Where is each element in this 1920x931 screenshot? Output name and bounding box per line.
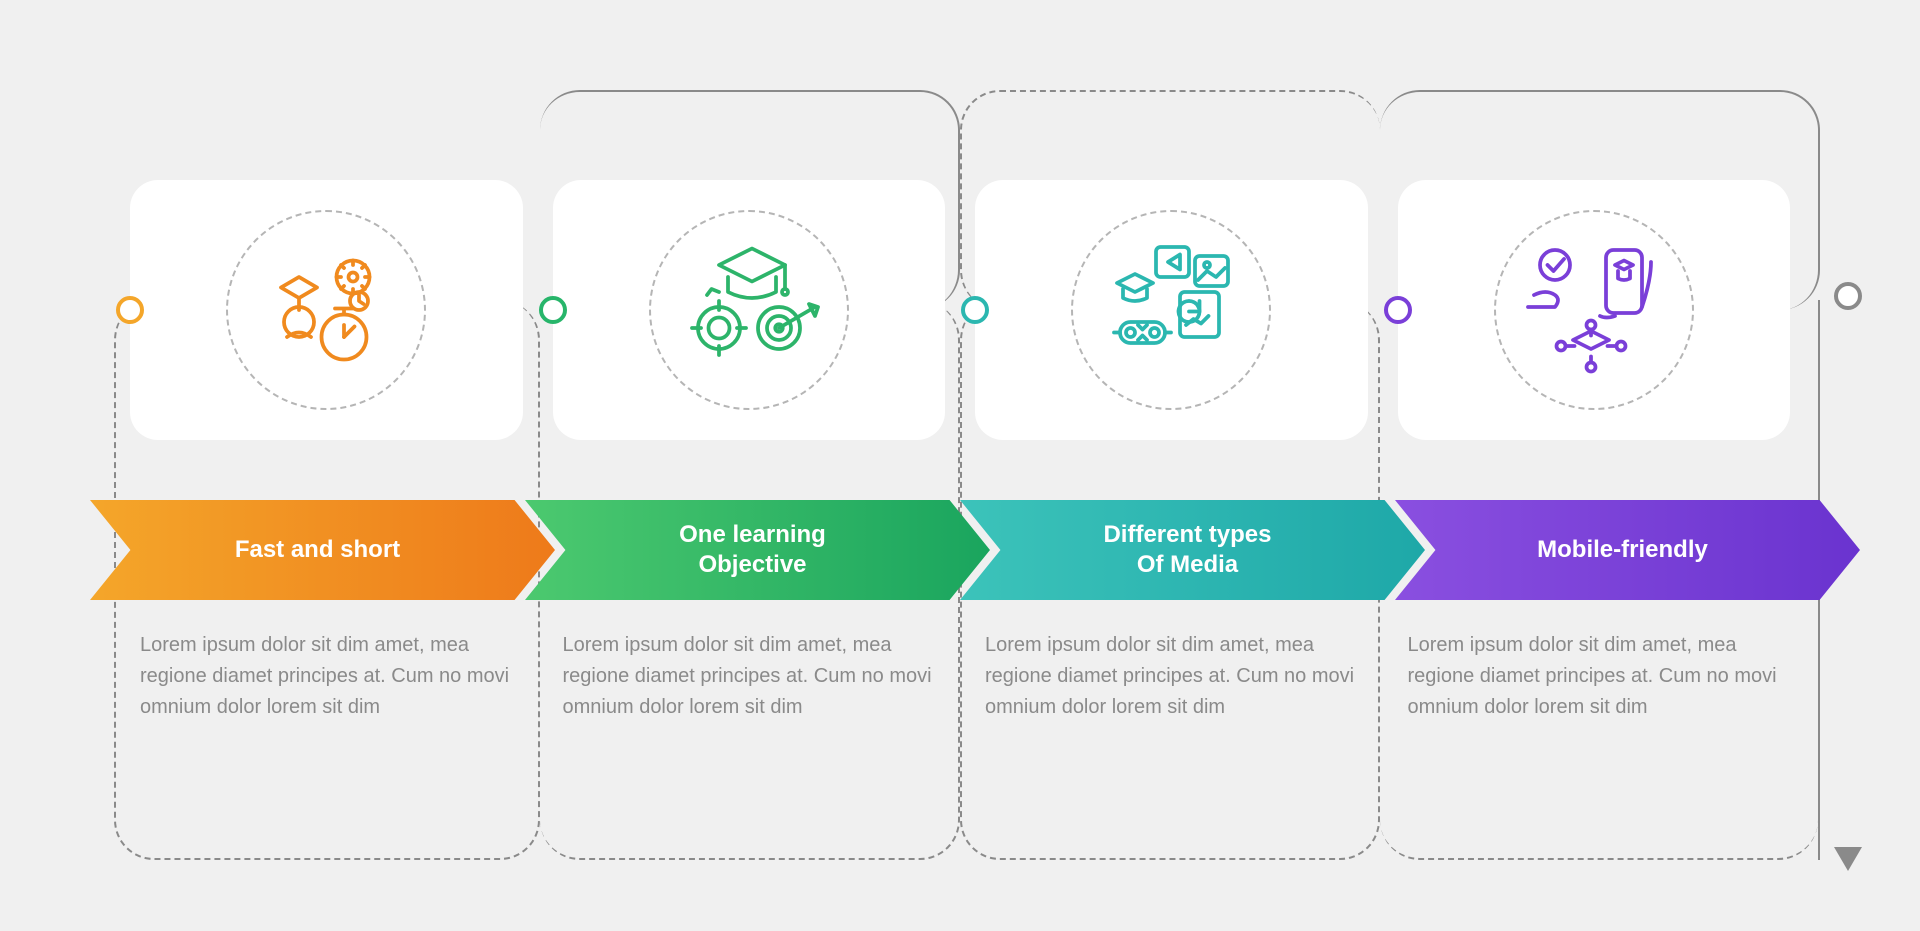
arrow-label-1: Fast and short [185,535,460,565]
icon-circle-4 [1494,210,1694,410]
mobile-friendly-icon [1519,235,1669,385]
fast-short-icon [251,235,401,385]
arrow-4: Mobile-friendly [1395,500,1860,600]
card-objective [553,180,946,440]
arrow-label-4: Mobile-friendly [1487,535,1768,565]
flow-end-arrow-icon [1834,847,1862,871]
arrow-1: Fast and short [90,500,555,600]
arrow-3: Different typesOf Media [960,500,1425,600]
descriptions-row: Lorem ipsum dolor sit dim amet, mea regi… [130,630,1790,723]
dot-3 [961,296,989,324]
learning-objective-icon [674,235,824,385]
arrow-label-2: One learningObjective [629,520,886,580]
desc-1: Lorem ipsum dolor sit dim amet, mea regi… [130,630,523,723]
dot-2 [539,296,567,324]
arrow-label-3: Different typesOf Media [1053,520,1331,580]
cards-row [130,180,1790,440]
card-media [975,180,1368,440]
dot-4 [1384,296,1412,324]
dot-1 [116,296,144,324]
card-fast [130,180,523,440]
arrow-2: One learningObjective [525,500,990,600]
end-dot [1834,282,1862,310]
infographic-canvas: Fast and short One learningObjective Dif… [0,0,1920,931]
icon-circle-3 [1071,210,1271,410]
card-mobile [1398,180,1791,440]
icon-circle-1 [226,210,426,410]
desc-3: Lorem ipsum dolor sit dim amet, mea regi… [975,630,1368,723]
icon-circle-2 [649,210,849,410]
arrows-row: Fast and short One learningObjective Dif… [90,500,1830,600]
desc-4: Lorem ipsum dolor sit dim amet, mea regi… [1398,630,1791,723]
desc-2: Lorem ipsum dolor sit dim amet, mea regi… [553,630,946,723]
media-types-icon [1096,235,1246,385]
